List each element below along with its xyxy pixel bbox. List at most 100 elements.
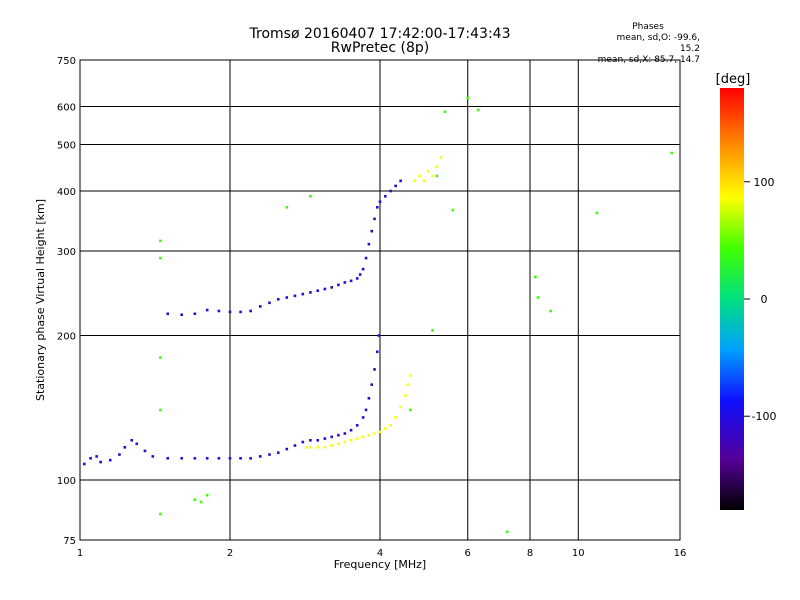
y-tick-label: 500 (57, 141, 76, 152)
data-point (89, 456, 92, 460)
data-point (205, 456, 209, 460)
data-point (330, 444, 334, 447)
data-point (276, 451, 280, 455)
data-point (375, 350, 379, 354)
data-point (268, 453, 271, 456)
x-tick-label: 2 (227, 548, 233, 559)
data-point (361, 267, 365, 271)
data-point (367, 242, 371, 246)
data-point (443, 110, 447, 114)
data-point (205, 308, 209, 312)
data-point (166, 312, 170, 316)
data-point (349, 428, 353, 432)
data-point (426, 169, 430, 173)
chart-title-line2: RwPretec (8p) (330, 40, 430, 56)
data-point (435, 174, 439, 178)
data-point (343, 440, 347, 444)
data-point (378, 430, 382, 434)
data-point (293, 444, 297, 447)
data-point (285, 205, 289, 209)
data-point (82, 462, 86, 466)
x-tick-label: 8 (527, 548, 533, 559)
x-tick-label: 4 (377, 548, 383, 559)
data-point (439, 156, 443, 159)
data-point (323, 437, 327, 440)
data-point (268, 301, 271, 305)
data-point (323, 446, 327, 449)
data-point (367, 397, 371, 400)
x-tick-label: 16 (674, 548, 687, 559)
data-point (549, 309, 552, 313)
phase-stats-header: Phases (632, 22, 664, 32)
data-point (431, 329, 434, 332)
data-point (193, 456, 197, 460)
x-tick-label: 1 (77, 548, 83, 559)
data-point (399, 179, 402, 183)
data-point (316, 289, 320, 292)
x-axis-label: Frequency [MHz] (334, 558, 426, 571)
data-point (389, 189, 392, 193)
data-point (349, 438, 353, 442)
data-point (330, 435, 334, 439)
data-point (217, 309, 221, 313)
colorbar-tick-label: 0 (761, 293, 768, 306)
data-point (337, 442, 340, 446)
data-point (151, 455, 155, 458)
data-point (408, 374, 412, 377)
data-point (670, 151, 674, 155)
y-tick-label: 100 (57, 476, 76, 487)
data-point (389, 424, 392, 427)
data-point (399, 405, 402, 409)
data-point (330, 286, 334, 289)
data-point (159, 408, 162, 412)
data-point (305, 446, 308, 449)
data-point (193, 498, 197, 501)
colorbar-label: [deg] (716, 72, 751, 87)
data-point (123, 446, 127, 449)
data-point (276, 297, 280, 301)
data-point (199, 500, 203, 504)
data-point (239, 310, 242, 314)
data-point (431, 174, 434, 178)
data-point (367, 433, 371, 437)
colorbar-tick-label: 100 (754, 176, 775, 189)
data-point (323, 287, 327, 291)
data-point (249, 456, 252, 460)
data-point (413, 179, 417, 183)
data-point (384, 427, 387, 430)
data-point (108, 458, 112, 462)
grid-lines (80, 60, 680, 540)
y-tick-label: 750 (57, 56, 76, 67)
data-point (343, 432, 347, 435)
data-point (180, 456, 184, 460)
data-point (285, 447, 289, 451)
data-point (337, 433, 340, 437)
data-point (364, 408, 368, 412)
data-point (228, 310, 232, 314)
data-point (205, 493, 209, 497)
data-point (505, 530, 509, 534)
data-point (394, 184, 397, 188)
data-point (349, 279, 353, 283)
data-point (373, 368, 376, 371)
data-point (406, 383, 410, 386)
data-point (361, 435, 365, 439)
data-point (361, 416, 365, 419)
y-tick-label: 300 (57, 247, 76, 258)
data-point (373, 217, 376, 221)
phase-stats-o: mean, sd,O: -99.6, 15.2 (616, 33, 700, 54)
data-point (159, 239, 162, 243)
data-point (394, 416, 397, 419)
data-point (239, 456, 242, 460)
colorbar (720, 88, 744, 510)
y-tick-label: 600 (57, 103, 76, 114)
data-point (373, 432, 376, 435)
data-point (166, 456, 170, 460)
data-point (418, 174, 421, 178)
data-point (193, 312, 197, 316)
data-point (408, 408, 412, 412)
data-point (309, 291, 312, 294)
data-points (82, 96, 674, 534)
data-point (435, 165, 439, 168)
data-point (422, 179, 426, 183)
